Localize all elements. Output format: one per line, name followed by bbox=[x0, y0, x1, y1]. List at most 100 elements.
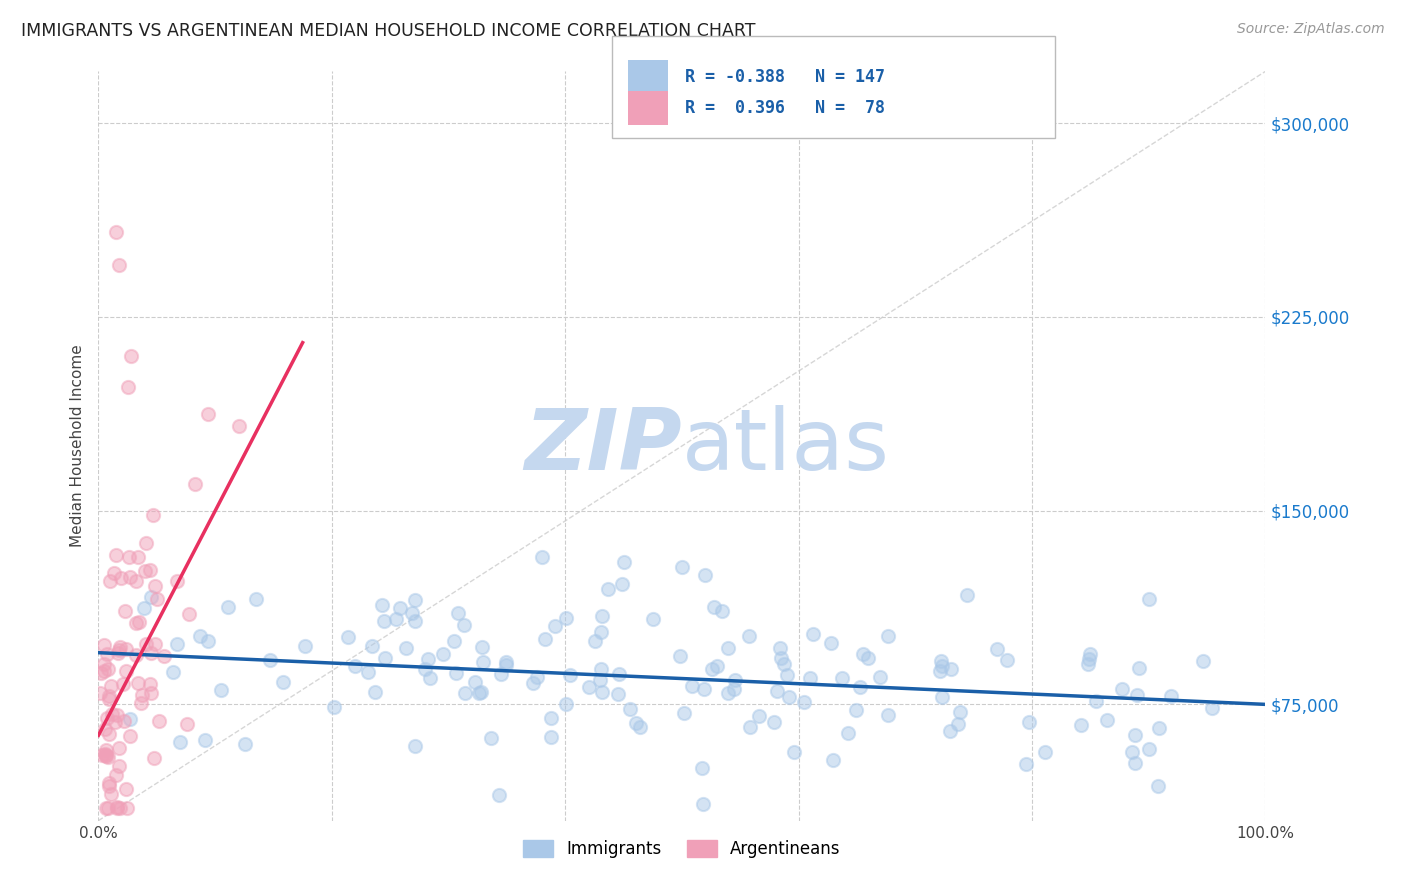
Point bbox=[108, 643, 131, 657]
Point bbox=[589, 625, 612, 640]
Point bbox=[100, 679, 122, 693]
Point bbox=[1123, 728, 1146, 742]
Point bbox=[142, 751, 165, 765]
Point bbox=[710, 604, 733, 618]
Point bbox=[955, 588, 977, 602]
Point bbox=[117, 379, 139, 393]
Point bbox=[578, 680, 600, 694]
Point bbox=[820, 635, 842, 649]
Point bbox=[127, 550, 149, 565]
Point bbox=[97, 776, 120, 790]
Point bbox=[97, 780, 120, 794]
Point bbox=[94, 747, 117, 761]
Point bbox=[166, 574, 188, 589]
Point bbox=[432, 647, 454, 661]
Point bbox=[931, 659, 953, 673]
Point bbox=[120, 729, 142, 743]
Point bbox=[1126, 688, 1149, 702]
Point bbox=[146, 592, 169, 607]
Point bbox=[228, 419, 250, 434]
Point bbox=[589, 673, 612, 688]
Point bbox=[540, 730, 562, 744]
Point bbox=[463, 675, 485, 690]
Point bbox=[361, 640, 384, 654]
Point bbox=[1137, 741, 1160, 756]
Point bbox=[446, 606, 468, 620]
Point bbox=[93, 638, 115, 652]
Point bbox=[489, 666, 512, 681]
Point bbox=[148, 714, 170, 728]
Point bbox=[1160, 689, 1182, 703]
Point bbox=[118, 712, 141, 726]
Point bbox=[613, 555, 636, 569]
Point bbox=[357, 665, 380, 680]
Point bbox=[105, 768, 128, 782]
Point bbox=[209, 683, 232, 698]
Point bbox=[323, 699, 346, 714]
Point bbox=[591, 685, 613, 699]
Point bbox=[128, 615, 150, 629]
Point bbox=[104, 225, 127, 239]
Point bbox=[142, 508, 165, 523]
Text: IMMIGRANTS VS ARGENTINEAN MEDIAN HOUSEHOLD INCOME CORRELATION CHART: IMMIGRANTS VS ARGENTINEAN MEDIAN HOUSEHO… bbox=[21, 22, 755, 40]
Point bbox=[118, 570, 141, 584]
Point bbox=[135, 535, 157, 549]
Point bbox=[98, 574, 121, 588]
Point bbox=[114, 782, 136, 797]
Point bbox=[471, 640, 494, 654]
Point bbox=[852, 647, 875, 661]
Point bbox=[104, 715, 127, 730]
Point bbox=[125, 616, 148, 631]
Point bbox=[107, 758, 129, 772]
Point bbox=[374, 651, 396, 665]
Point bbox=[93, 665, 115, 679]
Point bbox=[849, 681, 872, 695]
Point bbox=[769, 651, 792, 665]
Point bbox=[591, 609, 613, 624]
Point bbox=[89, 665, 111, 680]
Point bbox=[762, 714, 785, 729]
Point bbox=[110, 801, 132, 815]
Point bbox=[294, 639, 316, 653]
Point bbox=[1192, 654, 1215, 668]
Text: atlas: atlas bbox=[682, 404, 890, 488]
Point bbox=[1201, 701, 1223, 715]
Point bbox=[831, 671, 853, 685]
Point bbox=[693, 681, 716, 696]
Point bbox=[105, 549, 128, 563]
Point bbox=[97, 726, 120, 740]
Point bbox=[404, 593, 426, 607]
Point bbox=[107, 646, 129, 660]
Point bbox=[468, 686, 491, 700]
Point bbox=[233, 737, 256, 751]
Point bbox=[388, 601, 411, 615]
Point bbox=[1077, 657, 1099, 672]
Point bbox=[610, 577, 633, 591]
Point bbox=[443, 634, 465, 648]
Point bbox=[740, 719, 762, 733]
Point bbox=[89, 686, 111, 700]
Point bbox=[544, 618, 567, 632]
Point bbox=[419, 671, 441, 685]
Point bbox=[1111, 681, 1133, 696]
Point bbox=[671, 560, 693, 574]
Point bbox=[681, 680, 703, 694]
Point bbox=[766, 684, 789, 698]
Point bbox=[108, 740, 131, 755]
Point bbox=[1147, 721, 1170, 735]
Point bbox=[948, 716, 970, 731]
Point bbox=[91, 747, 114, 762]
Point bbox=[939, 662, 962, 676]
Point bbox=[530, 550, 553, 565]
Point bbox=[695, 568, 717, 582]
Point bbox=[98, 691, 121, 706]
Point bbox=[845, 703, 868, 717]
Point bbox=[1015, 756, 1038, 771]
Point bbox=[773, 657, 796, 671]
Point bbox=[778, 690, 800, 705]
Point bbox=[799, 671, 821, 685]
Point bbox=[108, 258, 131, 272]
Point bbox=[801, 627, 824, 641]
Point bbox=[560, 668, 582, 682]
Point bbox=[143, 579, 166, 593]
